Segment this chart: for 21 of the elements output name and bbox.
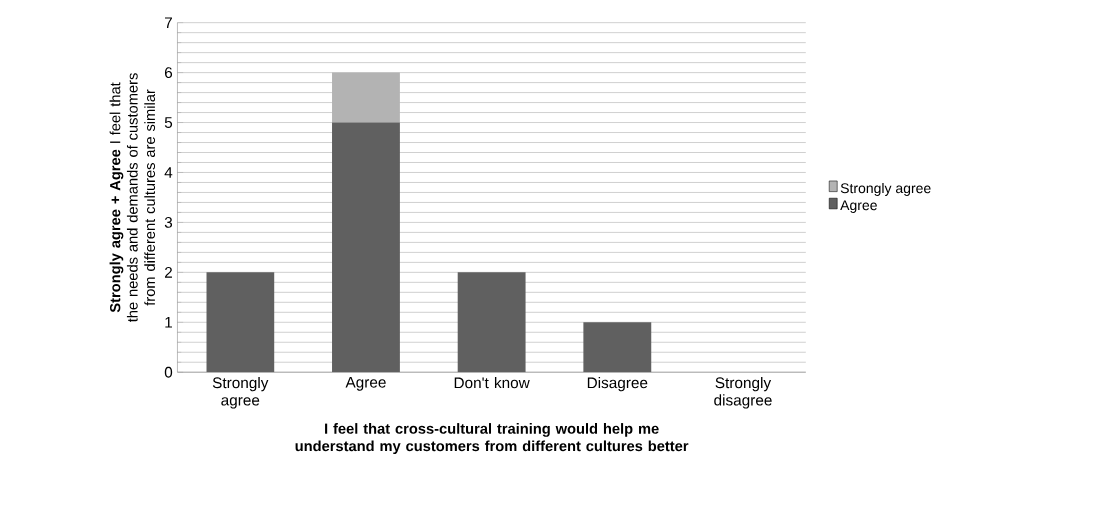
x-tick-label: Agree (345, 377, 386, 391)
y-tick-label: 7 (165, 17, 172, 29)
legend-label: Strongly agree (840, 183, 931, 197)
bar (457, 272, 526, 373)
bar (583, 322, 652, 373)
y-tick-label: 2 (164, 267, 172, 278)
legend-label: Agree (840, 200, 877, 214)
x-tick-label: Disagree (587, 377, 648, 392)
y-tick-label: 5 (164, 117, 173, 129)
x-tick-label: Strongly agree (212, 377, 269, 409)
y-tick-label: 6 (164, 67, 173, 79)
y-tick-label: 1 (165, 317, 172, 328)
bar (332, 122, 400, 373)
y-tick-label: 0 (164, 366, 173, 378)
x-tick-label: Don't know (454, 377, 530, 389)
y-tick-label: 3 (164, 217, 173, 229)
y-tick-label: 4 (164, 167, 173, 178)
x-tick-label: Strongly disagree (714, 377, 772, 409)
bar (332, 72, 400, 123)
bar (206, 272, 275, 373)
x-axis-title: I feel that cross-cultural training would help me understand my customers from different cultures better (295, 423, 689, 455)
